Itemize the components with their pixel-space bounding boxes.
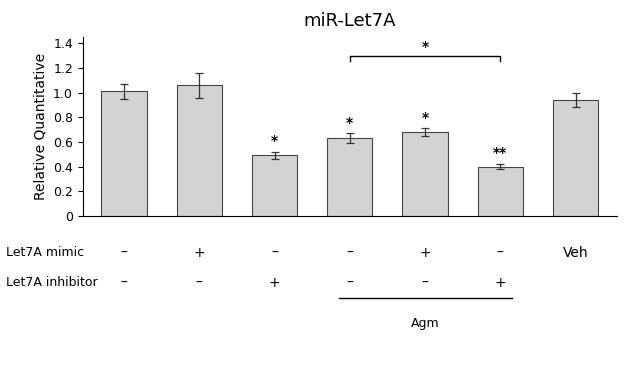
Bar: [328, 138, 372, 216]
Text: –: –: [121, 276, 127, 290]
Bar: [553, 100, 598, 216]
Text: *: *: [271, 134, 278, 148]
Text: +: +: [193, 246, 205, 260]
Text: *: *: [422, 41, 429, 54]
Text: +: +: [419, 246, 431, 260]
Text: *: *: [346, 116, 354, 129]
Text: Let7A inhibitor: Let7A inhibitor: [6, 276, 98, 289]
Text: *: *: [422, 110, 429, 125]
Y-axis label: Relative Quantitative: Relative Quantitative: [34, 53, 48, 200]
Text: –: –: [422, 276, 429, 290]
Text: –: –: [347, 246, 353, 260]
Title: miR-Let7A: miR-Let7A: [303, 12, 396, 30]
Text: **: **: [493, 146, 508, 160]
Text: –: –: [497, 246, 504, 260]
Bar: [478, 167, 523, 216]
Text: Veh: Veh: [563, 246, 588, 260]
Text: Let7A mimic: Let7A mimic: [6, 247, 85, 259]
Text: –: –: [121, 246, 127, 260]
Bar: [177, 85, 222, 216]
Text: –: –: [271, 246, 278, 260]
Text: +: +: [494, 276, 506, 290]
Text: Agm: Agm: [411, 317, 439, 330]
Bar: [252, 155, 297, 216]
Text: –: –: [196, 276, 203, 290]
Text: –: –: [347, 276, 353, 290]
Text: +: +: [269, 276, 280, 290]
Bar: [403, 132, 448, 216]
Bar: [102, 92, 147, 216]
